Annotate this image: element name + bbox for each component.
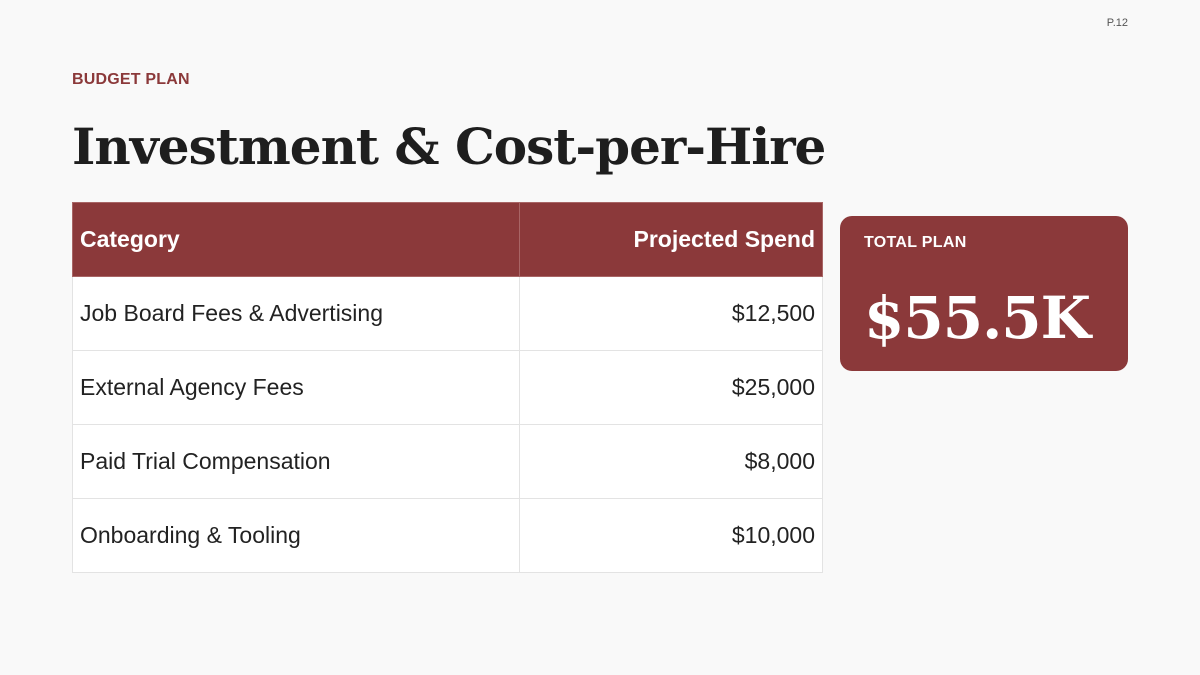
table-row: External Agency Fees $25,000 [72,350,823,425]
row-spend: $8,000 [519,424,823,499]
row-spend: $10,000 [519,498,823,573]
row-spend: $25,000 [519,350,823,425]
table-row: Job Board Fees & Advertising $12,500 [72,276,823,351]
row-category: Job Board Fees & Advertising [72,276,520,351]
header-category: Category [72,202,520,277]
row-category: Onboarding & Tooling [72,498,520,573]
table-header-row: Category Projected Spend [72,202,823,277]
header-projected-spend: Projected Spend [519,202,823,277]
table-row: Paid Trial Compensation $8,000 [72,424,823,499]
total-plan-card: TOTAL PLAN $55.5K [840,216,1128,371]
row-spend: $12,500 [519,276,823,351]
row-category: External Agency Fees [72,350,520,425]
total-plan-value: $55.5K [864,284,1091,352]
total-plan-label: TOTAL PLAN [864,234,967,251]
table-row: Onboarding & Tooling $10,000 [72,498,823,573]
page-number: P.12 [1106,17,1128,29]
budget-table: Category Projected Spend Job Board Fees … [72,202,823,573]
page-title: Investment & Cost-per-Hire [72,117,826,176]
section-eyebrow: BUDGET PLAN [72,71,190,88]
row-category: Paid Trial Compensation [72,424,520,499]
